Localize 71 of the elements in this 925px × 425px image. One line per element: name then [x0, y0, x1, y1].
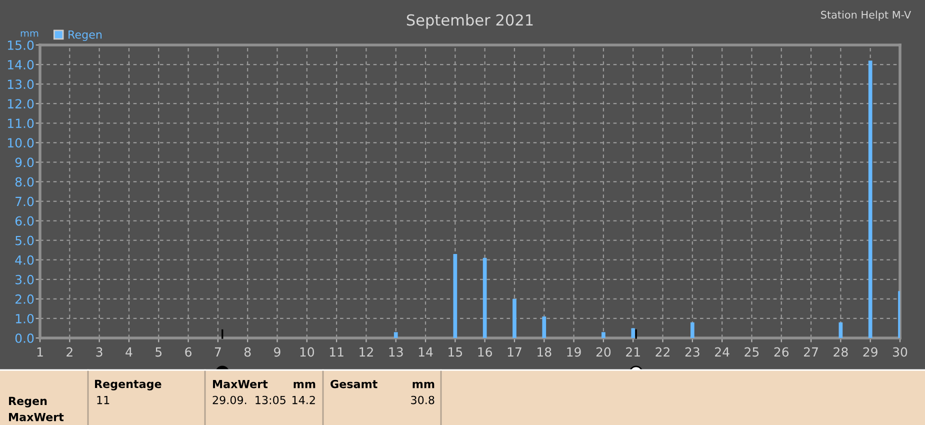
text: 30.8 — [411, 396, 434, 404]
text: mm — [412, 382, 434, 388]
x-tick-label: 11 — [330, 347, 344, 357]
x-tick-label: 12 — [360, 347, 373, 357]
bar — [631, 328, 636, 338]
x-tick-label: 4 — [126, 347, 132, 357]
x-tick-label: 6 — [185, 347, 192, 357]
y-tick-label: 2.0 — [15, 294, 34, 304]
x-tick-label: 14 — [418, 347, 433, 357]
x-tick-label: 7 — [214, 347, 221, 357]
x-tick-label: 28 — [834, 347, 848, 357]
x-tick-label: 3 — [96, 347, 102, 357]
bar — [838, 322, 843, 338]
y-tick-label: 10.0 — [8, 138, 34, 148]
x-tick-label: 24 — [715, 347, 730, 357]
bar — [690, 322, 694, 338]
y-tick-label: 13.0 — [8, 80, 34, 89]
legend-label: Regen — [68, 30, 102, 41]
x-tick-label: 26 — [774, 347, 789, 357]
bar — [602, 332, 606, 338]
y-tick-label: 15.0 — [8, 40, 34, 50]
x-tick-label: 20 — [596, 347, 611, 357]
x-tick-label: 19 — [567, 347, 581, 357]
x-tick-label: 13 — [389, 347, 403, 357]
chart-subtitle: Station Helpt M-V — [821, 10, 912, 21]
y-axis-title: mm — [20, 31, 38, 37]
x-tick-label: 29 — [863, 347, 878, 357]
bar — [453, 254, 458, 338]
text: 11 — [97, 396, 110, 404]
y-tick-label: 1.0 — [16, 314, 34, 324]
bar — [482, 258, 487, 338]
text: 29.09. 13:05 — [212, 396, 286, 404]
x-tick-label: 5 — [156, 347, 162, 357]
x-tick-label: 30 — [893, 347, 908, 357]
x-tick-label: 9 — [274, 347, 280, 357]
text: mm — [294, 382, 316, 388]
y-tick-label: 3.0 — [16, 274, 34, 284]
y-tick-label: 9.0 — [15, 158, 34, 168]
text: Gesamt — [330, 380, 378, 388]
y-tick-label: 5.0 — [16, 236, 34, 246]
text: Regentage — [95, 380, 162, 390]
x-tick-label: 10 — [300, 347, 314, 357]
y-tick-label: 7.0 — [16, 196, 34, 206]
text: MaxWert — [213, 380, 268, 388]
y-tick-label: 8.0 — [15, 177, 34, 187]
bar — [868, 60, 872, 338]
y-tick-label: 0.0 — [15, 333, 34, 343]
x-tick-label: 21 — [626, 347, 640, 357]
x-tick-label: 2 — [66, 347, 72, 357]
text: Regen — [9, 396, 47, 408]
y-tick-label: 14.0 — [8, 60, 34, 70]
bar — [394, 332, 398, 338]
x-tick-label: 17 — [508, 347, 522, 357]
x-tick-label: 25 — [744, 347, 759, 357]
y-tick-label: 12.0 — [8, 99, 34, 109]
y-tick-label: 6.0 — [15, 216, 34, 226]
x-tick-label: 23 — [685, 347, 700, 357]
x-tick-label: 8 — [244, 347, 251, 357]
x-tick-label: 15 — [448, 347, 462, 357]
y-tick-label: 11.0 — [8, 118, 34, 128]
bar — [512, 298, 516, 338]
x-tick-label: 1 — [37, 347, 43, 357]
x-tick-label: 16 — [478, 347, 492, 357]
bar — [542, 316, 546, 338]
x-tick-label: 22 — [656, 347, 670, 357]
text: 14.2 — [292, 396, 315, 404]
x-tick-label: 27 — [804, 347, 818, 357]
x-tick-label: 18 — [538, 347, 552, 357]
y-tick-label: 4.0 — [15, 255, 34, 265]
chart-title: September 2021 — [406, 14, 533, 29]
text: MaxWert — [9, 412, 64, 422]
